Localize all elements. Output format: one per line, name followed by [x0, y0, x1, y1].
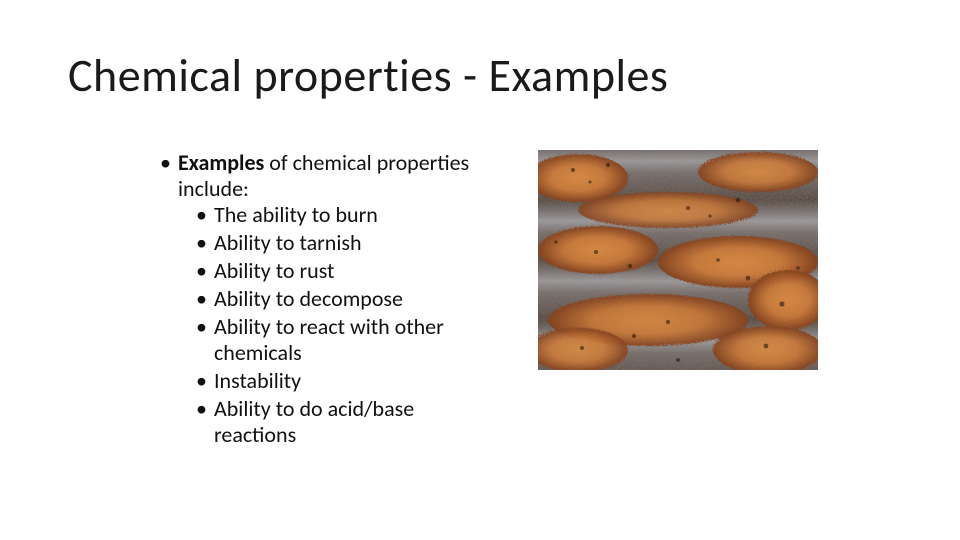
list-item: Ability to react with other chemicals: [196, 314, 500, 366]
lead-bold: Examples: [178, 149, 264, 176]
slide: Chemical properties - Examples Examples …: [0, 0, 960, 540]
list-item-lead: Examples of chemical properties include:…: [160, 150, 500, 447]
list-item: Ability to tarnish: [196, 230, 500, 256]
list-item: Ability to decompose: [196, 286, 500, 312]
content-block: Examples of chemical properties include:…: [160, 150, 500, 449]
page-title: Chemical properties - Examples: [68, 48, 668, 104]
list-item: Ability to do acid/base reactions: [196, 396, 500, 448]
list-item: Instability: [196, 368, 500, 394]
list-item: The ability to burn: [196, 202, 500, 228]
rust-image: [538, 150, 818, 370]
list-item: Ability to rust: [196, 258, 500, 284]
inner-list: The ability to burn Ability to tarnish A…: [196, 202, 500, 448]
